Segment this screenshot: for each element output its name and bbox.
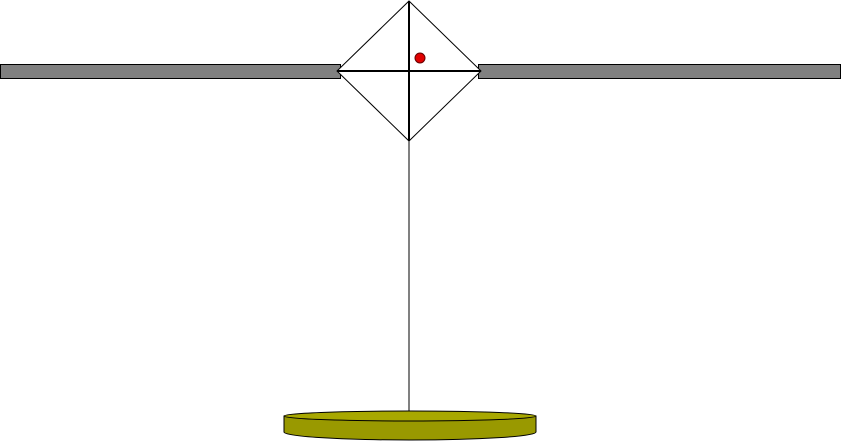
pivot-crosshair [337,1,481,141]
beam-left-arm [0,64,341,79]
weighing-pan [283,410,537,441]
indicator-dot [414,52,426,64]
beam-right-arm [478,64,841,79]
